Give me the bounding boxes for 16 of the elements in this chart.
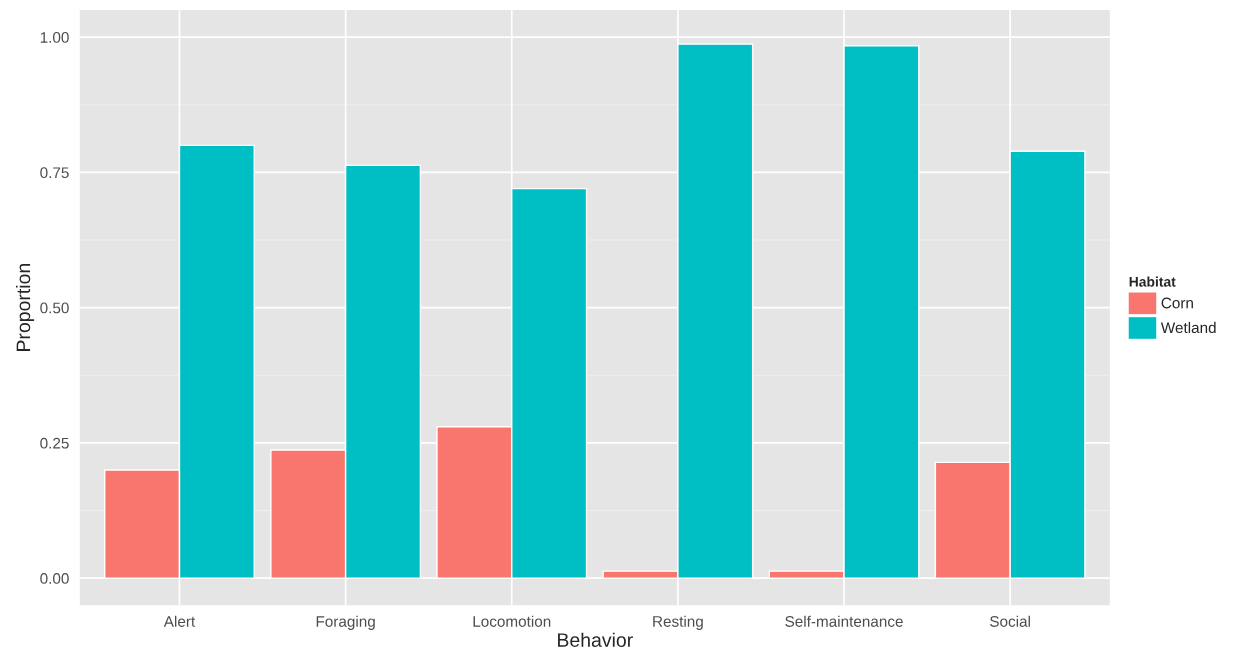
y-tick-label: 0.25 xyxy=(40,437,69,449)
y-tick-label: 0.50 xyxy=(40,302,69,314)
y-axis-title: Proportion xyxy=(15,264,35,351)
legend-label: Corn xyxy=(1161,297,1193,309)
y-tick-label: 0.00 xyxy=(40,573,69,584)
x-tick-label: Self-maintenance xyxy=(785,615,903,627)
x-tick-label: Alert xyxy=(163,615,196,627)
legend-label: Wetland xyxy=(1160,321,1216,334)
y-tick-label: 1.00 xyxy=(40,31,69,43)
x-tick-label: Foraging xyxy=(316,615,375,630)
x-tick-label: Locomotion xyxy=(473,615,551,627)
x-axis-title: Behavior xyxy=(558,632,633,647)
x-tick-label: Social xyxy=(990,615,1030,627)
legend-title: Habitat xyxy=(1129,276,1176,287)
x-tick-label: Resting xyxy=(653,615,703,630)
y-tick-label: 0.75 xyxy=(40,167,69,179)
